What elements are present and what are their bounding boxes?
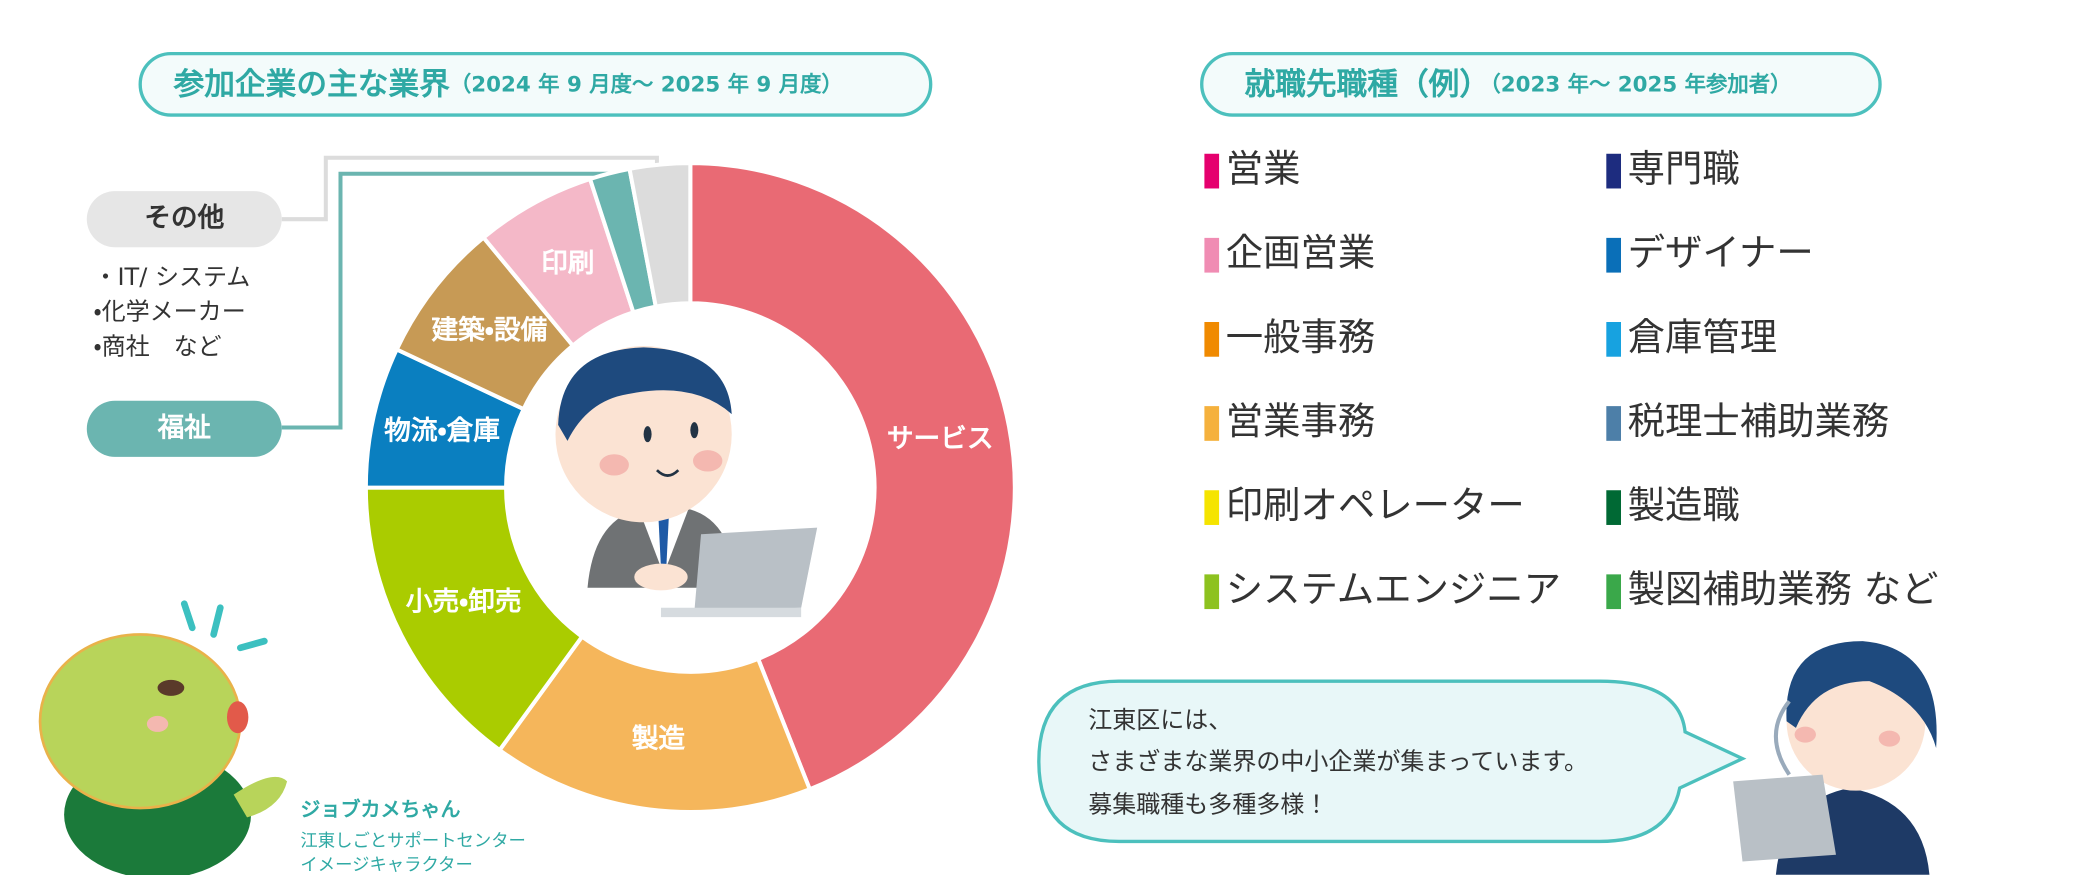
other-example: ・商社 など bbox=[93, 332, 221, 360]
other-example: ・IT/ システム bbox=[93, 263, 250, 291]
bubble-line: 募集職種も多種多様！ bbox=[1088, 790, 1328, 818]
welfare-label: 福祉 bbox=[157, 412, 212, 443]
job-label: 税理士補助業務 bbox=[1628, 399, 1890, 443]
other-pill bbox=[86, 191, 282, 248]
job-label: 企画営業 bbox=[1226, 231, 1376, 275]
segment-label: サービス bbox=[887, 423, 994, 454]
person-illustration bbox=[555, 346, 818, 618]
job-label: 印刷オペレーター bbox=[1226, 483, 1525, 527]
job-swatch bbox=[1606, 490, 1622, 525]
donut-segment bbox=[496, 633, 813, 815]
job-label: 製造職 bbox=[1628, 483, 1740, 527]
job-swatch bbox=[1204, 153, 1220, 189]
jobs-title-main: 就職先職種（例） bbox=[1244, 66, 1490, 102]
donut-segment bbox=[627, 161, 693, 309]
segment-label: 印刷 bbox=[541, 248, 594, 279]
job-label: 専門職 bbox=[1628, 147, 1740, 191]
jobs-title-sub: （2023 年～ 2025 年参加者） bbox=[1490, 72, 1791, 98]
character-org: 江東しごとサポートセンター bbox=[300, 831, 525, 851]
job-swatch bbox=[1606, 237, 1622, 273]
character-name: ジョブカメちゃん bbox=[300, 797, 460, 821]
job-swatch bbox=[1204, 322, 1220, 357]
other-example: ・化学メーカー bbox=[93, 298, 245, 326]
welfare-pill bbox=[86, 400, 282, 457]
segment-label: 建築・設備 bbox=[431, 315, 547, 346]
woman-illustration bbox=[1733, 641, 1937, 875]
title-main: 参加企業の主な業界 bbox=[173, 66, 451, 102]
job-swatch bbox=[1606, 406, 1622, 441]
job-swatch bbox=[1606, 322, 1622, 357]
bubble-line: さまざまな業界の中小企業が集まっています。 bbox=[1088, 748, 1588, 776]
job-label: デザイナー bbox=[1628, 231, 1814, 275]
job-label: 倉庫管理 bbox=[1628, 315, 1777, 359]
title-sub: （2024 年 9 月度～ 2025 年 9 月度） bbox=[450, 72, 843, 98]
donut-segment bbox=[688, 161, 1017, 792]
job-swatch bbox=[1606, 153, 1622, 189]
donut-segment bbox=[363, 485, 585, 753]
job-swatch bbox=[1204, 406, 1220, 441]
job-label: システムエンジニア bbox=[1226, 567, 1561, 611]
speech-bubble bbox=[1037, 679, 1747, 844]
job-swatch bbox=[1204, 574, 1220, 610]
segment-label: 製造 bbox=[631, 723, 686, 754]
job-label: 製図補助業務 など bbox=[1628, 567, 1939, 611]
title-pill bbox=[138, 51, 933, 117]
job-label: 一般事務 bbox=[1226, 315, 1376, 359]
title: 参加企業の主な業界（2024 年 9 月度～ 2025 年 9 月度） bbox=[173, 66, 843, 102]
turtle-illustration bbox=[38, 600, 288, 875]
segment-label: 物流・倉庫 bbox=[384, 416, 500, 447]
jobs-title: 就職先職種（例）（2023 年～ 2025 年参加者） bbox=[1244, 66, 1791, 102]
job-label: 営業事務 bbox=[1226, 399, 1376, 443]
other-label: その他 bbox=[144, 203, 224, 234]
job-swatch bbox=[1204, 490, 1220, 525]
segment-label: 小売・卸売 bbox=[406, 587, 522, 618]
bubble-line: 江東区には、 bbox=[1088, 706, 1232, 734]
job-swatch bbox=[1606, 574, 1622, 610]
character-role: イメージキャラクター bbox=[300, 855, 472, 875]
jobs-title-pill bbox=[1200, 51, 1882, 117]
job-label: 営業 bbox=[1226, 147, 1301, 191]
job-swatch bbox=[1204, 237, 1220, 273]
